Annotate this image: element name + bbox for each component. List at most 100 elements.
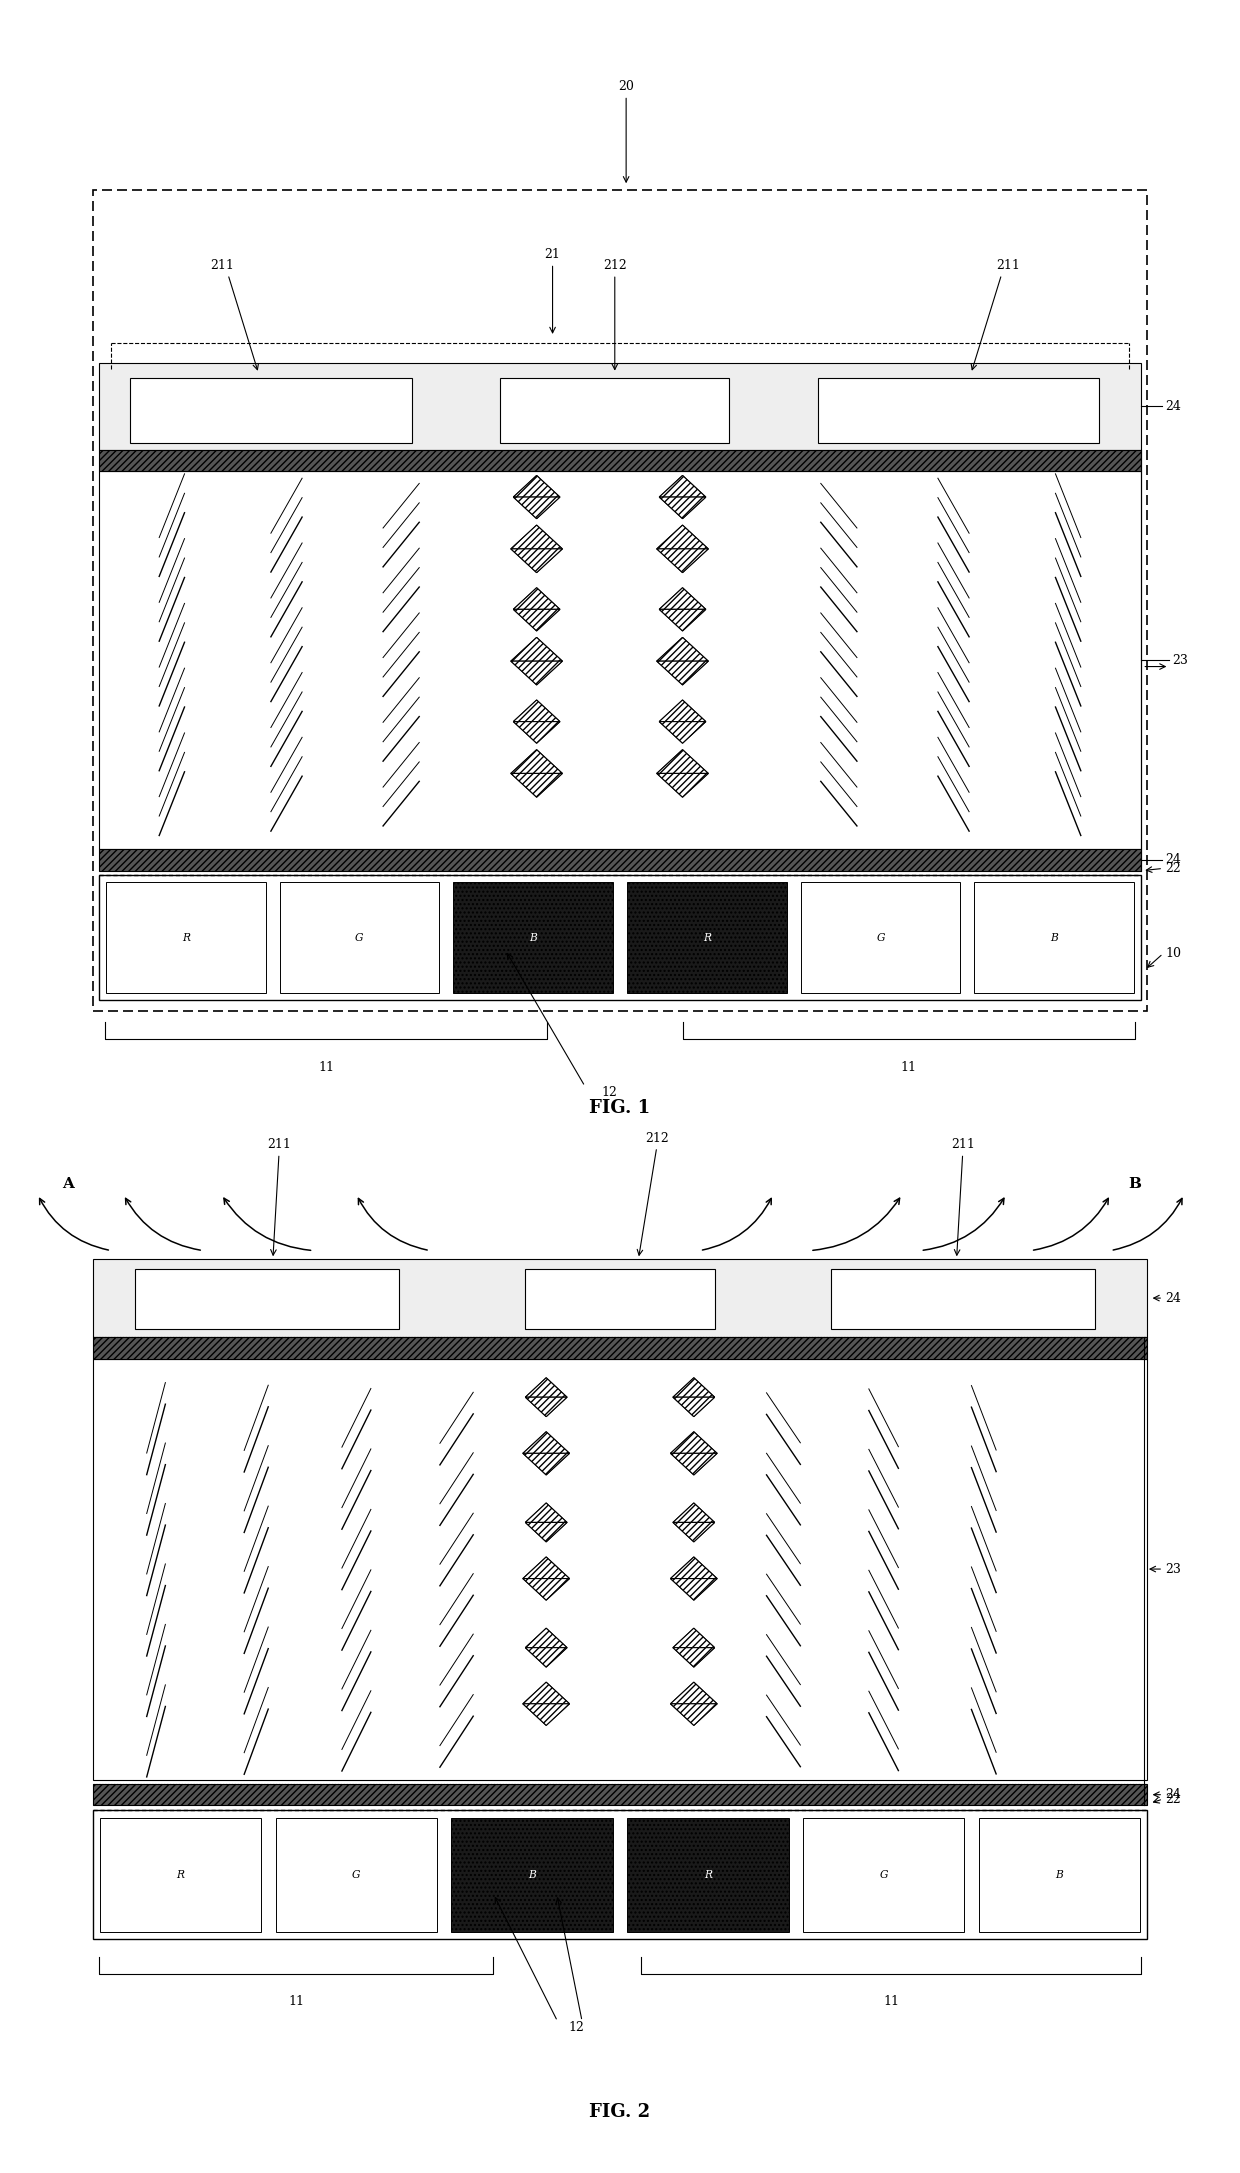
Polygon shape xyxy=(513,721,560,743)
Polygon shape xyxy=(511,661,563,684)
Polygon shape xyxy=(671,1704,717,1725)
Bar xyxy=(525,1269,715,1330)
Bar xyxy=(105,882,265,993)
Bar xyxy=(93,1784,1147,1806)
Polygon shape xyxy=(526,1628,567,1647)
Polygon shape xyxy=(673,1504,714,1523)
Bar xyxy=(93,191,1147,1010)
Text: B: B xyxy=(529,932,537,943)
Bar xyxy=(802,1817,965,1932)
Bar xyxy=(978,1817,1141,1932)
Bar xyxy=(93,1358,1147,1780)
Polygon shape xyxy=(526,1647,567,1667)
Text: B: B xyxy=(1050,932,1058,943)
Polygon shape xyxy=(511,550,563,574)
Polygon shape xyxy=(513,608,560,630)
Polygon shape xyxy=(660,498,706,519)
Polygon shape xyxy=(671,1558,717,1578)
Text: 10: 10 xyxy=(1166,947,1182,960)
Bar xyxy=(135,1269,398,1330)
Polygon shape xyxy=(513,700,560,721)
Bar xyxy=(279,882,439,993)
Text: FIG. 2: FIG. 2 xyxy=(589,2103,651,2121)
Polygon shape xyxy=(673,1523,714,1543)
Text: 21: 21 xyxy=(544,248,560,261)
Text: 12: 12 xyxy=(568,2021,584,2034)
Polygon shape xyxy=(671,1432,717,1454)
Bar xyxy=(99,472,1141,850)
Text: B: B xyxy=(1055,1869,1063,1880)
Text: 24: 24 xyxy=(1166,1788,1182,1801)
Polygon shape xyxy=(523,1704,569,1725)
Bar xyxy=(275,1817,438,1932)
Polygon shape xyxy=(657,661,708,684)
Polygon shape xyxy=(660,476,706,498)
Polygon shape xyxy=(513,498,560,519)
Bar xyxy=(454,882,613,993)
Text: 20: 20 xyxy=(619,80,634,93)
Text: 22: 22 xyxy=(1166,863,1182,876)
Polygon shape xyxy=(660,587,706,608)
Polygon shape xyxy=(671,1682,717,1704)
Polygon shape xyxy=(660,721,706,743)
Text: 211: 211 xyxy=(996,259,1019,272)
Text: 24: 24 xyxy=(1166,854,1182,867)
Text: 12: 12 xyxy=(601,1086,618,1100)
Text: B: B xyxy=(528,1869,536,1880)
Text: G: G xyxy=(879,1869,888,1880)
Polygon shape xyxy=(673,1647,714,1667)
Polygon shape xyxy=(657,526,708,550)
Text: 24: 24 xyxy=(1166,1291,1182,1304)
Polygon shape xyxy=(511,774,563,797)
Text: 211: 211 xyxy=(267,1139,291,1152)
Polygon shape xyxy=(526,1523,567,1543)
Polygon shape xyxy=(523,1454,569,1475)
Polygon shape xyxy=(511,637,563,661)
Text: 22: 22 xyxy=(1166,1793,1182,1806)
Bar xyxy=(93,1258,1147,1336)
Polygon shape xyxy=(523,1432,569,1454)
Bar xyxy=(99,850,1141,871)
Text: 11: 11 xyxy=(883,1995,899,2008)
Text: FIG. 1: FIG. 1 xyxy=(589,1100,651,1117)
Text: 212: 212 xyxy=(603,259,626,272)
Bar xyxy=(99,363,1141,450)
Text: 11: 11 xyxy=(317,1060,334,1073)
Text: 11: 11 xyxy=(288,1995,304,2008)
Bar xyxy=(130,378,412,443)
Text: B: B xyxy=(1128,1176,1142,1191)
Bar xyxy=(818,378,1100,443)
Bar xyxy=(99,876,1141,1000)
Polygon shape xyxy=(513,476,560,498)
Polygon shape xyxy=(657,550,708,574)
Text: A: A xyxy=(62,1176,74,1191)
Bar xyxy=(627,1817,789,1932)
Text: 11: 11 xyxy=(900,1060,916,1073)
Polygon shape xyxy=(523,1682,569,1704)
Text: 24: 24 xyxy=(1166,400,1182,413)
Polygon shape xyxy=(511,526,563,550)
Bar xyxy=(801,882,961,993)
Text: 23: 23 xyxy=(1166,1562,1182,1575)
Text: G: G xyxy=(352,1869,361,1880)
Text: G: G xyxy=(877,932,885,943)
Polygon shape xyxy=(660,608,706,630)
Text: R: R xyxy=(704,1869,712,1880)
Bar xyxy=(451,1817,613,1932)
Polygon shape xyxy=(511,750,563,774)
Bar xyxy=(975,882,1135,993)
Polygon shape xyxy=(660,700,706,721)
Bar xyxy=(93,1810,1147,1938)
Polygon shape xyxy=(523,1578,569,1599)
Text: R: R xyxy=(703,932,711,943)
Polygon shape xyxy=(673,1397,714,1417)
Bar xyxy=(831,1269,1095,1330)
Polygon shape xyxy=(657,774,708,797)
Bar xyxy=(500,378,729,443)
Polygon shape xyxy=(657,637,708,661)
Bar xyxy=(627,882,786,993)
Bar xyxy=(99,1817,262,1932)
Polygon shape xyxy=(673,1628,714,1647)
Polygon shape xyxy=(526,1378,567,1397)
Bar xyxy=(99,450,1141,472)
